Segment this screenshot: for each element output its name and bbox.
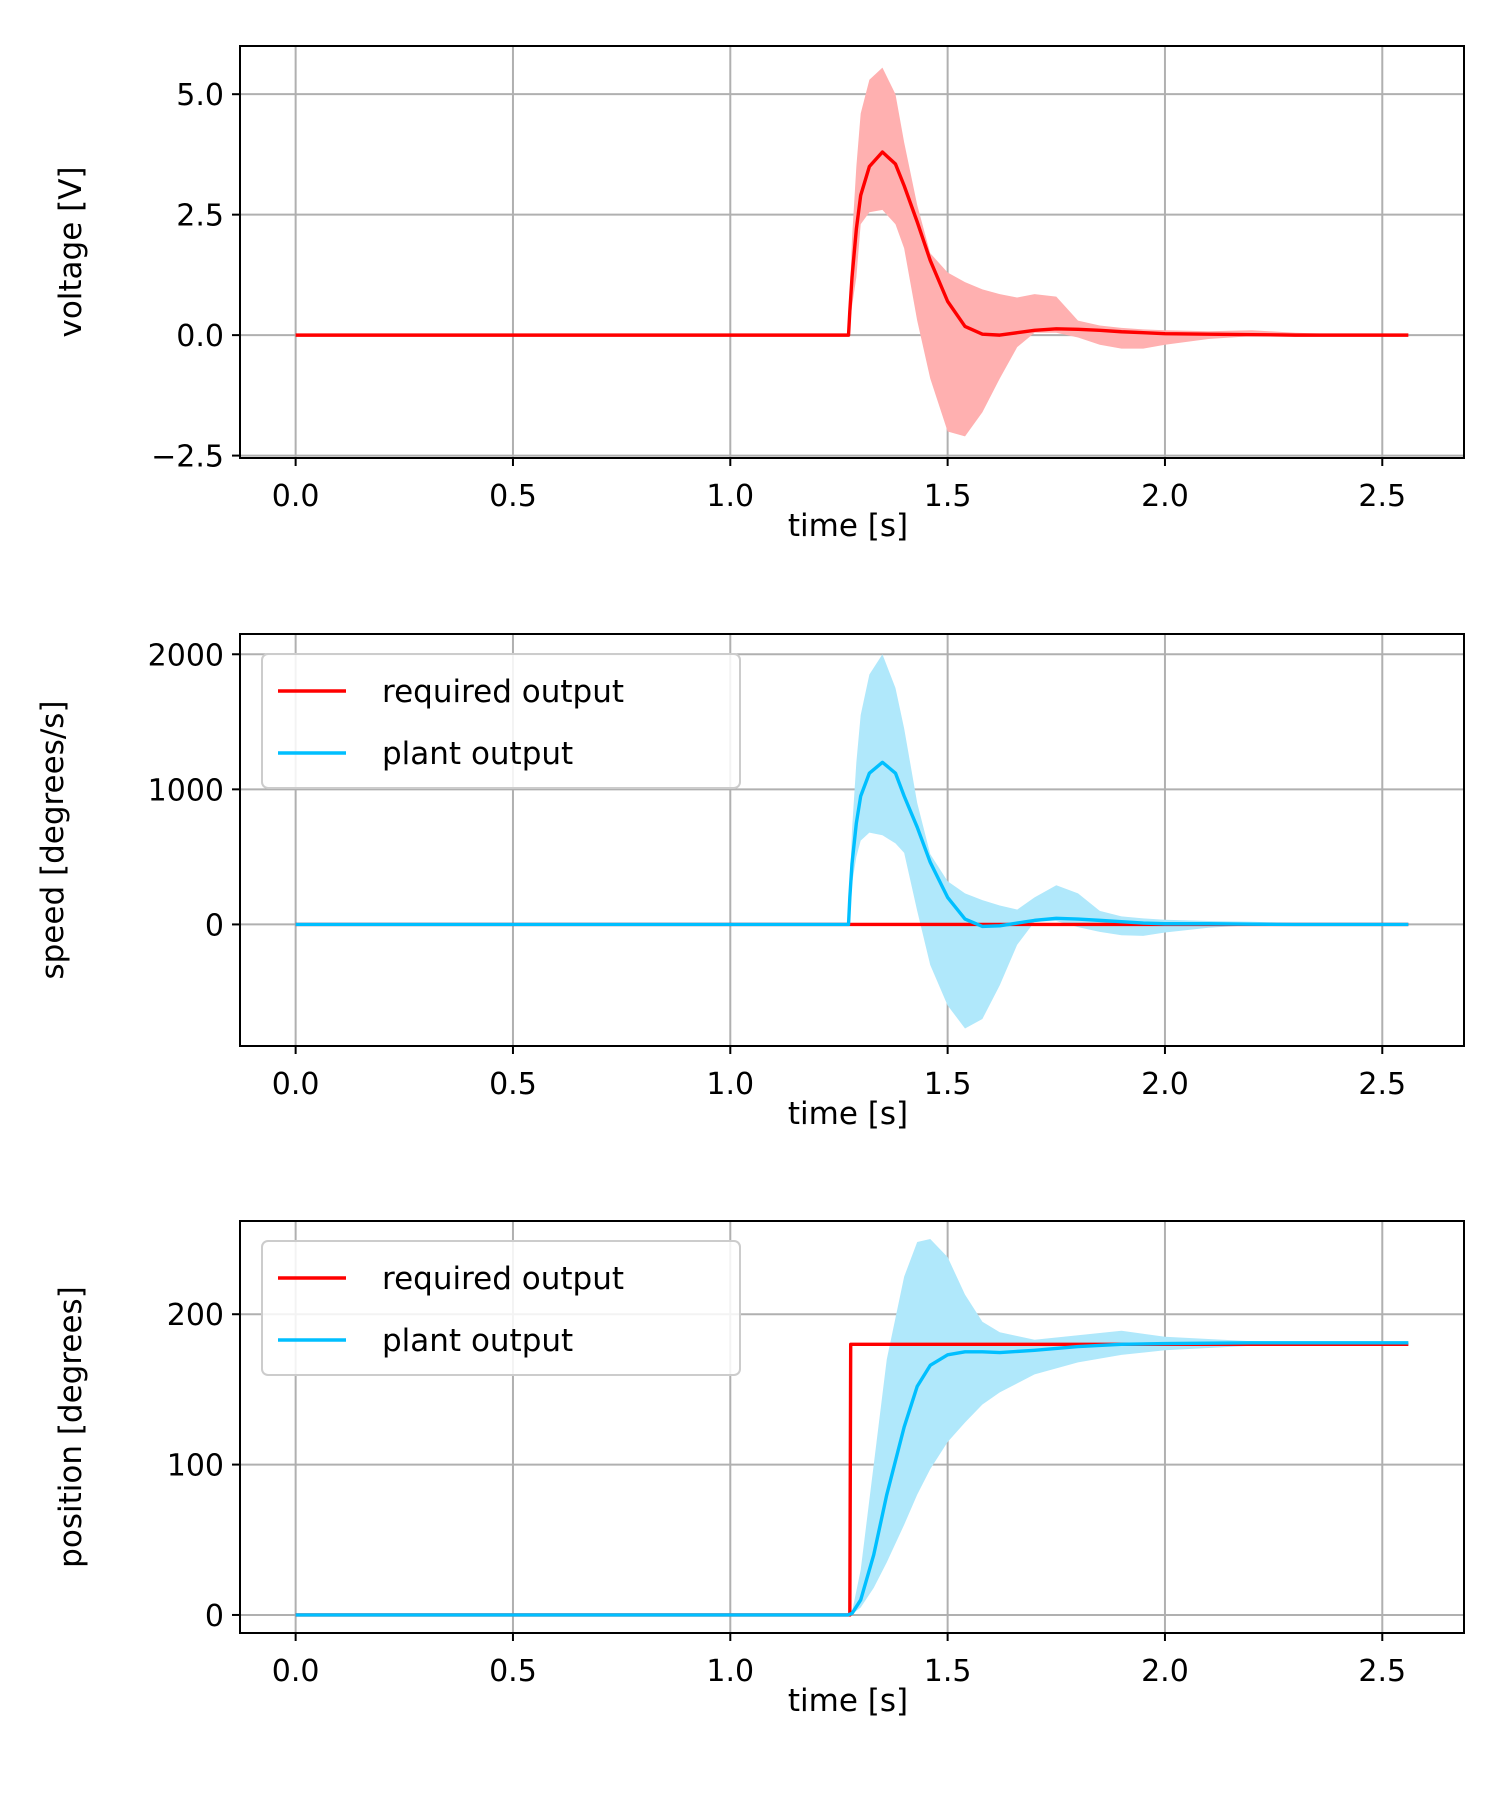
plot-area: [295, 67, 1409, 437]
legend-label: plant output: [382, 736, 573, 772]
y-tick-label: 0: [205, 1599, 224, 1634]
legend: required output plant output: [261, 1240, 741, 1376]
x-tick-label: 0.5: [489, 1067, 537, 1102]
series-line-plant-output: [295, 760, 1409, 929]
y-tick-label: 200: [167, 1298, 224, 1333]
legend-box: [261, 653, 741, 789]
chart-panel-3: 0.0 0.5 1.0 1.5 2.0 2.5 0 100 200 time [s] positio…: [53, 1220, 1465, 1719]
x-tick-label: 1.5: [924, 1067, 972, 1102]
y-tick-label: 2000: [148, 638, 224, 673]
uncertainty-band: [295, 654, 1409, 1029]
x-tick-label: 2.5: [1358, 479, 1406, 514]
y-tick-label: 0: [205, 908, 224, 943]
legend-label: required output: [382, 1261, 624, 1297]
x-tick-label: 1.0: [706, 1067, 754, 1102]
x-tick-label: 1.0: [706, 1654, 754, 1689]
x-axis-label: time [s]: [788, 1096, 908, 1132]
y-axis-label: speed [degrees/s]: [35, 700, 71, 979]
x-tick-label: 0.0: [272, 1067, 320, 1102]
uncertainty-band: [295, 1239, 1409, 1615]
x-tick-label: 2.5: [1358, 1654, 1406, 1689]
y-axis-label: position [degrees]: [53, 1286, 89, 1568]
axes-frame: [239, 633, 1465, 1047]
x-tick-label: 1.5: [924, 479, 972, 514]
legend-box: [261, 1240, 741, 1376]
chart-panel-2: 0.0 0.5 1.0 1.5 2.0 2.5 0 1000 2000 time [s] speed…: [35, 633, 1465, 1132]
y-tick-label: 5.0: [176, 78, 224, 113]
x-tick-label: 1.5: [924, 1654, 972, 1689]
legend-label: required output: [382, 674, 624, 710]
plot-area: [295, 1239, 1409, 1617]
y-tick-label: 2.5: [176, 199, 224, 234]
axes-frame: [239, 1220, 1465, 1634]
x-tick-label: 0.5: [489, 479, 537, 514]
y-tick-label: 1000: [148, 773, 224, 808]
series-line: [295, 150, 1409, 337]
x-tick-label: 0.0: [272, 1654, 320, 1689]
y-tick-label: 0.0: [176, 319, 224, 354]
uncertainty-band: [295, 67, 1409, 437]
y-tick-label: 100: [167, 1449, 224, 1484]
axes-frame: [239, 45, 1465, 459]
plot-area: [295, 654, 1409, 1029]
x-tick-label: 0.0: [272, 479, 320, 514]
x-tick-label: 2.0: [1141, 479, 1189, 514]
x-tick-label: 2.0: [1141, 1654, 1189, 1689]
series-line-plant-output: [295, 1341, 1409, 1617]
x-axis-label: time [s]: [788, 1683, 908, 1719]
x-tick-label: 0.5: [489, 1654, 537, 1689]
legend-label: plant output: [382, 1323, 573, 1359]
x-tick-label: 2.0: [1141, 1067, 1189, 1102]
legend: required output plant output: [261, 653, 741, 789]
y-tick-label: −2.5: [151, 440, 224, 475]
chart-panel-1: 0.0 0.5 1.0 1.5 2.0 2.5 −2.5 0.0 2.5 5.0 time [s] v…: [53, 45, 1465, 544]
x-axis-label: time [s]: [788, 508, 908, 544]
y-axis-label: voltage [V]: [53, 166, 89, 337]
x-tick-label: 2.5: [1358, 1067, 1406, 1102]
x-tick-label: 1.0: [706, 479, 754, 514]
